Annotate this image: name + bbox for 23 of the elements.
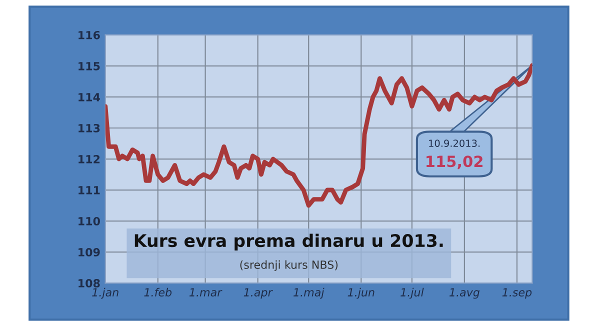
text: (srednji kurs NBS) <box>240 260 338 272</box>
y-tick-label: 115 <box>78 62 100 70</box>
line-series <box>105 63 532 208</box>
x-tick-label: 1.maj <box>294 288 324 299</box>
x-tick-label: 1.apr <box>244 288 273 299</box>
annotation: 115,02 <box>426 156 482 170</box>
y-tick-label: 111 <box>78 186 100 194</box>
x-tick-label: 1.jun <box>348 288 374 299</box>
x-tick-label: 1.avg <box>449 288 480 299</box>
x-tick-label: 1.sep <box>502 288 532 299</box>
y-tick-label: 108 <box>78 279 100 288</box>
y-tick-label: 116 <box>78 30 100 40</box>
text: Kurs evra prema dinaru u 2013. <box>134 234 443 251</box>
y-tick-label: 112 <box>78 154 100 164</box>
annotation: 10.9.2013. <box>429 140 480 147</box>
x-tick-label: 1.mar <box>189 288 222 297</box>
x-tick-label: 1.jul <box>400 288 424 299</box>
x-tick-label: 1.jan <box>92 288 118 299</box>
x-tick-label: 1.feb <box>144 288 172 297</box>
y-tick-label: 109 <box>78 248 100 256</box>
y-tick-label: 114 <box>78 93 100 102</box>
y-tick-label: 113 <box>78 124 100 132</box>
y-tick-label: 110 <box>78 217 100 226</box>
